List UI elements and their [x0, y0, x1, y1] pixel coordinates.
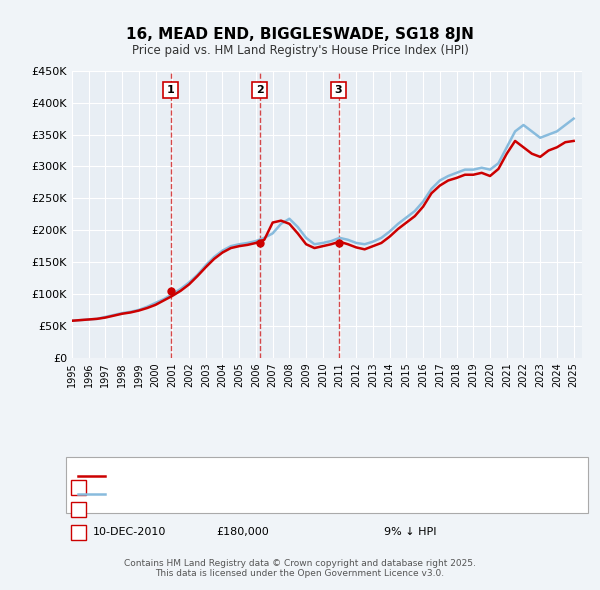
Text: HPI: Average price, semi-detached house, Central Bedfordshire: HPI: Average price, semi-detached house,… — [111, 489, 441, 499]
Text: 1: 1 — [75, 482, 82, 491]
Text: 2% ↓ HPI: 2% ↓ HPI — [384, 482, 437, 491]
Text: 23-NOV-2000: 23-NOV-2000 — [93, 482, 167, 491]
Text: £180,000: £180,000 — [216, 504, 269, 514]
Text: 3% ↓ HPI: 3% ↓ HPI — [384, 504, 436, 514]
Text: 3: 3 — [75, 527, 82, 536]
Text: 2: 2 — [75, 504, 82, 514]
Text: 10-DEC-2010: 10-DEC-2010 — [93, 527, 166, 536]
Text: Contains HM Land Registry data © Crown copyright and database right 2025.
This d: Contains HM Land Registry data © Crown c… — [124, 559, 476, 578]
Text: £180,000: £180,000 — [216, 527, 269, 536]
Text: 9% ↓ HPI: 9% ↓ HPI — [384, 527, 437, 536]
Text: £104,995: £104,995 — [216, 482, 269, 491]
Text: 16, MEAD END, BIGGLESWADE, SG18 8JN: 16, MEAD END, BIGGLESWADE, SG18 8JN — [126, 27, 474, 41]
Text: Price paid vs. HM Land Registry's House Price Index (HPI): Price paid vs. HM Land Registry's House … — [131, 44, 469, 57]
Text: 22-MAR-2006: 22-MAR-2006 — [93, 504, 168, 514]
Text: 2: 2 — [256, 85, 263, 95]
Text: 3: 3 — [335, 85, 343, 95]
Text: 1: 1 — [167, 85, 175, 95]
Text: 16, MEAD END, BIGGLESWADE, SG18 8JN (semi-detached house): 16, MEAD END, BIGGLESWADE, SG18 8JN (sem… — [111, 471, 449, 481]
